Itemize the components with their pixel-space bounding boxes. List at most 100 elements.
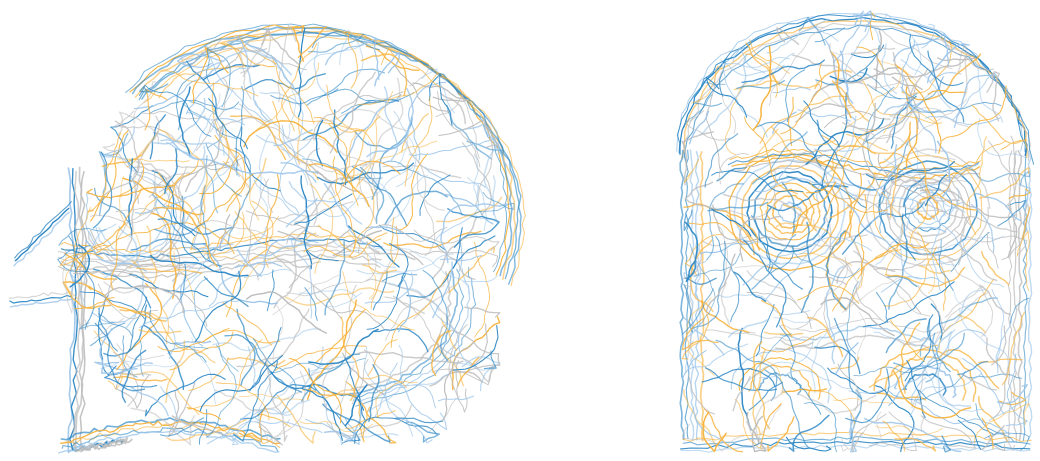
- tractography-strand: [87, 132, 122, 213]
- tractography-strand: [858, 77, 943, 125]
- tractography-strand: [313, 286, 385, 329]
- tractography-strand: [365, 278, 461, 335]
- tractography-strand: [256, 413, 291, 428]
- tractography-strand: [205, 142, 242, 197]
- tractography-strand: [694, 98, 723, 107]
- right-orbit-strand: [872, 155, 983, 261]
- tractography-strand: [878, 134, 918, 207]
- tractography-strand: [915, 186, 958, 202]
- tractography-strand: [711, 170, 804, 193]
- cranium-outline-strand: [143, 34, 526, 287]
- tractography-strand: [987, 140, 1016, 208]
- left-orbit-strand: [733, 158, 846, 265]
- tractography-strand: [687, 374, 716, 415]
- tractography-strand: [195, 50, 292, 76]
- tractography-strand: [100, 360, 182, 370]
- tractography-strand: [775, 341, 814, 351]
- tractography-strand: [795, 103, 852, 123]
- tractography-strand: [886, 68, 929, 144]
- tractography-strand: [212, 328, 321, 352]
- brow-strand: [14, 207, 70, 262]
- tractography-strand: [715, 339, 778, 402]
- tractography-strand: [460, 123, 508, 166]
- tractography-strand: [837, 363, 859, 412]
- brow-ridge-strand: [731, 155, 981, 180]
- tractography-strand: [78, 321, 115, 330]
- tractography-strand: [816, 119, 877, 191]
- tractography-strand: [941, 435, 952, 453]
- tractography-strand: [814, 69, 852, 90]
- tractography-strand: [863, 417, 962, 453]
- tractography-strand: [452, 227, 463, 269]
- tractography-strand: [182, 103, 238, 140]
- tractography-strand: [304, 287, 318, 321]
- tractography-strand: [125, 169, 144, 252]
- tractography-strand: [704, 133, 739, 188]
- tractography-strand: [743, 239, 787, 328]
- left-side-strand: [699, 151, 705, 442]
- tractography-strand: [986, 70, 1001, 122]
- tractography-strand: [132, 115, 160, 205]
- tractography-strand: [720, 59, 768, 138]
- tractography-strand: [814, 345, 861, 375]
- tractography-strand: [305, 248, 339, 262]
- tractography-strand: [239, 103, 295, 141]
- tractography-strand: [192, 46, 229, 104]
- tractography-strand: [247, 45, 297, 139]
- tractography-strand: [317, 224, 352, 252]
- tractography-strand: [883, 246, 937, 307]
- tractography-strand: [158, 128, 208, 214]
- tractography-strand: [103, 284, 185, 314]
- tractography-strand: [741, 59, 825, 84]
- left-side-strand: [679, 149, 685, 441]
- tractography-strand: [988, 393, 1031, 422]
- tractography-strand: [960, 373, 997, 391]
- tractography-strand: [165, 273, 202, 323]
- tractography-strand: [451, 329, 501, 374]
- tractography-strand: [875, 291, 889, 323]
- tractography-strand: [379, 224, 446, 251]
- tractography-strand: [268, 356, 344, 404]
- tractography-strand: [746, 270, 797, 304]
- tractography-strand: [918, 265, 951, 274]
- tractography-strand: [991, 288, 1005, 369]
- tractography-strand: [746, 411, 767, 453]
- tractography-strand: [874, 242, 930, 260]
- tractography-strand: [277, 24, 297, 103]
- tractography-strand: [834, 342, 859, 375]
- tractography-strand: [435, 94, 480, 159]
- skull-front-icon: [676, 10, 1035, 453]
- tractography-strand: [848, 172, 863, 238]
- tractography-strand: [328, 123, 359, 207]
- tractography-strand: [273, 229, 306, 309]
- tractography-strand: [900, 58, 952, 110]
- tractography-strand: [718, 58, 726, 97]
- tractography-strand: [950, 232, 990, 272]
- tractography-strand: [271, 54, 315, 125]
- tractography-strand: [707, 201, 769, 212]
- tractography-strand: [300, 175, 313, 270]
- tractography-strand: [892, 370, 972, 419]
- zygomatic-strand: [60, 237, 383, 259]
- tractography-strand: [303, 232, 388, 258]
- tractography-strand: [211, 82, 239, 167]
- tractography-strand: [208, 226, 267, 307]
- tractography-strand: [357, 72, 439, 106]
- tractography-strand: [881, 43, 897, 95]
- tractography-strand: [288, 261, 322, 289]
- tractography-strand: [164, 148, 178, 195]
- tractography-strand: [471, 323, 488, 367]
- right-side-strand: [1012, 150, 1018, 443]
- tractography-strand: [395, 417, 444, 424]
- tractography-strand: [223, 216, 279, 240]
- tractography-strand: [699, 53, 748, 136]
- tractography-strand: [857, 249, 902, 280]
- tractography-strand: [398, 276, 412, 333]
- tractography-strand: [912, 180, 967, 189]
- tractography-strand: [688, 110, 710, 145]
- tractography-strand: [94, 361, 153, 371]
- tractography-strand: [58, 227, 107, 246]
- tractography-strand: [260, 27, 300, 65]
- tractography-strand: [798, 16, 826, 46]
- tractography-strand: [462, 275, 498, 283]
